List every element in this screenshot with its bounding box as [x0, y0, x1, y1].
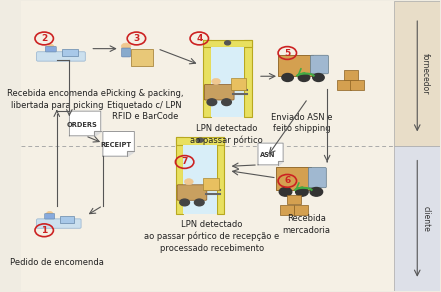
- Text: ORDERS: ORDERS: [67, 122, 97, 128]
- Circle shape: [295, 187, 308, 196]
- Polygon shape: [94, 131, 101, 136]
- Circle shape: [279, 187, 292, 196]
- FancyBboxPatch shape: [183, 145, 217, 214]
- FancyBboxPatch shape: [203, 40, 211, 117]
- Text: Pedido de encomenda: Pedido de encomenda: [10, 258, 104, 267]
- Text: 6: 6: [284, 176, 291, 185]
- FancyBboxPatch shape: [231, 78, 246, 90]
- Text: Recebida encomenda e
libertada para picking: Recebida encomenda e libertada para pick…: [7, 89, 106, 110]
- Circle shape: [313, 74, 324, 81]
- Text: Enviado ASN e
feito shipping: Enviado ASN e feito shipping: [271, 113, 333, 133]
- Polygon shape: [69, 111, 101, 136]
- FancyBboxPatch shape: [276, 167, 311, 190]
- Circle shape: [198, 138, 203, 142]
- Circle shape: [298, 74, 310, 81]
- FancyBboxPatch shape: [337, 80, 351, 90]
- FancyBboxPatch shape: [203, 178, 219, 190]
- Text: RECEIPT: RECEIPT: [100, 142, 131, 148]
- FancyBboxPatch shape: [45, 46, 56, 52]
- Text: 5: 5: [284, 48, 291, 58]
- Circle shape: [184, 179, 193, 185]
- Text: ASN: ASN: [260, 152, 276, 158]
- Circle shape: [194, 199, 204, 206]
- FancyBboxPatch shape: [37, 219, 81, 228]
- FancyBboxPatch shape: [203, 40, 252, 47]
- FancyBboxPatch shape: [63, 48, 78, 56]
- FancyBboxPatch shape: [176, 137, 224, 145]
- Circle shape: [282, 74, 293, 81]
- Text: 2: 2: [41, 34, 47, 43]
- FancyBboxPatch shape: [287, 195, 301, 204]
- Text: LPN detectado
ao passar pórtico: LPN detectado ao passar pórtico: [190, 124, 263, 145]
- Polygon shape: [127, 151, 135, 156]
- Circle shape: [207, 99, 217, 105]
- FancyBboxPatch shape: [122, 48, 131, 57]
- Circle shape: [48, 44, 54, 49]
- Polygon shape: [258, 143, 283, 165]
- FancyBboxPatch shape: [308, 168, 326, 188]
- Text: Picking & packing,
Etiquetado c/ LPN
RFID e BarCode: Picking & packing, Etiquetado c/ LPN RFI…: [106, 89, 183, 121]
- FancyBboxPatch shape: [394, 146, 440, 291]
- Circle shape: [180, 199, 190, 206]
- Circle shape: [310, 187, 323, 196]
- FancyBboxPatch shape: [211, 47, 244, 117]
- FancyBboxPatch shape: [204, 85, 234, 100]
- FancyBboxPatch shape: [351, 80, 364, 90]
- Text: 7: 7: [181, 157, 188, 166]
- Circle shape: [212, 78, 220, 84]
- Polygon shape: [277, 161, 283, 165]
- FancyBboxPatch shape: [60, 216, 75, 223]
- FancyBboxPatch shape: [45, 213, 55, 219]
- FancyBboxPatch shape: [294, 205, 308, 215]
- FancyBboxPatch shape: [37, 52, 85, 61]
- Text: cliente: cliente: [421, 206, 430, 232]
- FancyBboxPatch shape: [244, 40, 252, 117]
- Circle shape: [224, 41, 231, 45]
- Polygon shape: [103, 131, 135, 156]
- Text: Recebida
mercadoria: Recebida mercadoria: [282, 214, 330, 235]
- FancyBboxPatch shape: [131, 48, 153, 65]
- FancyBboxPatch shape: [280, 205, 294, 215]
- Circle shape: [222, 99, 232, 105]
- Circle shape: [46, 211, 53, 216]
- FancyBboxPatch shape: [278, 55, 313, 76]
- FancyBboxPatch shape: [176, 137, 183, 214]
- FancyBboxPatch shape: [344, 70, 358, 79]
- FancyBboxPatch shape: [21, 1, 394, 291]
- Text: fornecedor: fornecedor: [421, 53, 430, 94]
- FancyBboxPatch shape: [217, 137, 224, 214]
- FancyBboxPatch shape: [310, 55, 329, 74]
- Text: 3: 3: [133, 34, 139, 43]
- Circle shape: [121, 43, 131, 50]
- FancyBboxPatch shape: [394, 1, 440, 146]
- FancyBboxPatch shape: [177, 185, 207, 200]
- Text: LPN detectado
ao passar pórtico de recepção e
processado recebimento: LPN detectado ao passar pórtico de recep…: [144, 220, 280, 253]
- Text: 1: 1: [41, 226, 47, 235]
- Text: 4: 4: [196, 34, 202, 43]
